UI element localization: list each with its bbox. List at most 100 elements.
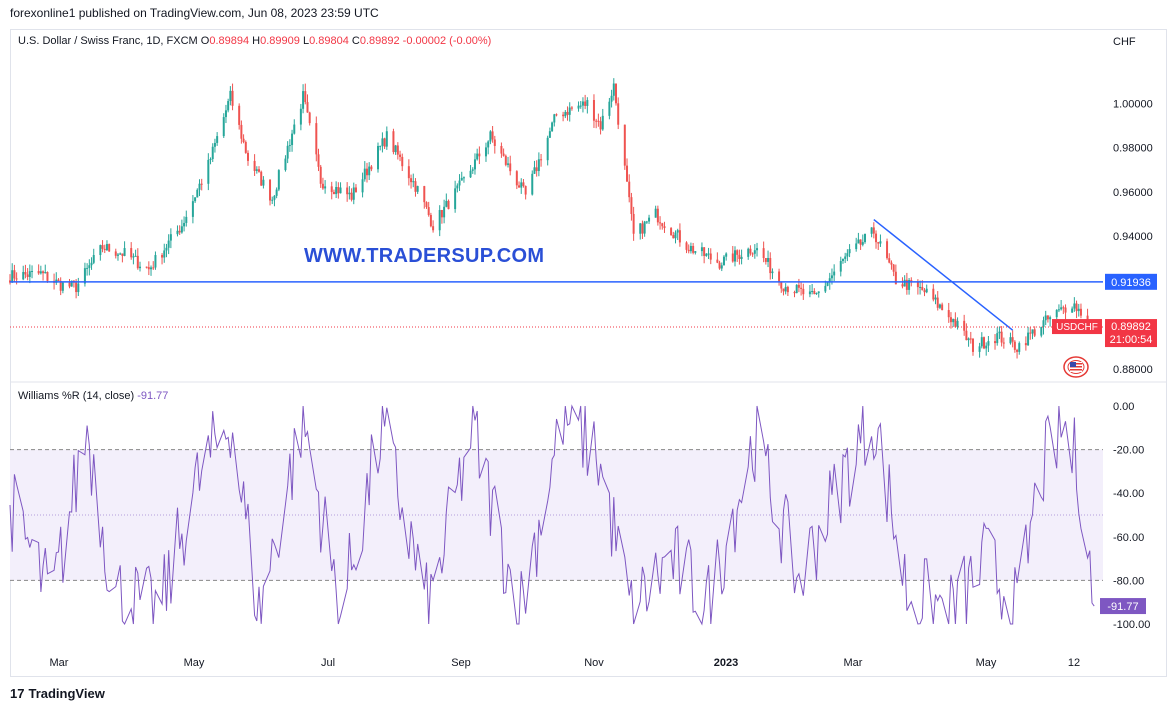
candle-body	[908, 279, 911, 290]
candle-body	[399, 154, 402, 157]
candle-body	[921, 286, 924, 291]
candle-body	[286, 145, 289, 159]
candle-body	[839, 261, 842, 272]
symbol-legend: U.S. Dollar / Swiss Franc, 1D, FXCM O0.8…	[18, 35, 491, 47]
candle-body	[963, 320, 966, 331]
candle-body	[244, 142, 247, 153]
candle-body	[487, 141, 490, 148]
candle-body	[740, 256, 743, 259]
candle-body	[537, 159, 540, 172]
candle-body	[337, 186, 340, 194]
candle-body	[489, 131, 492, 142]
candle-body	[211, 146, 214, 160]
candle-body	[601, 115, 604, 130]
candle-body	[978, 346, 981, 352]
time-tick: 12	[1068, 657, 1080, 669]
candle-body	[258, 169, 261, 172]
price-tick: 1.00000	[1113, 98, 1153, 110]
candle-body	[330, 186, 333, 192]
candle-body	[145, 266, 148, 268]
candle-body	[11, 270, 14, 283]
candle-body	[473, 159, 476, 170]
candle-body	[194, 197, 197, 202]
candle-body	[183, 222, 186, 227]
tradingview-brand[interactable]: 17 TradingView	[10, 686, 105, 701]
candle-body	[639, 223, 642, 234]
candle-body	[535, 167, 538, 172]
candle-body	[130, 248, 133, 258]
indicator-value-bg	[1100, 598, 1146, 615]
candle-body	[304, 91, 307, 103]
candle-body	[864, 233, 867, 243]
brand-name: TradingView	[28, 686, 105, 701]
candle-body	[273, 195, 276, 200]
countdown-label: 21:00:54	[1110, 334, 1153, 346]
candle-body	[570, 107, 573, 109]
candle-body	[870, 227, 873, 234]
candle-body	[414, 181, 417, 192]
candle-body	[57, 279, 60, 281]
candle-body	[253, 160, 256, 171]
candle-body	[846, 253, 849, 257]
candle-body	[13, 270, 16, 279]
symbol-title: U.S. Dollar / Swiss Franc, 1D, FXCM	[18, 35, 198, 47]
candle-body	[844, 256, 847, 259]
candle-body	[641, 223, 644, 234]
watermark-text: WWW.TRADERSUP.COM	[304, 245, 545, 267]
candle-body	[1071, 308, 1074, 313]
candle-body	[86, 267, 89, 269]
candle-body	[811, 291, 814, 293]
candle-body	[222, 117, 225, 137]
candle-body	[1013, 341, 1016, 350]
candle-body	[1000, 331, 1003, 343]
candle-body	[597, 120, 600, 122]
candle-body	[229, 90, 232, 102]
candle-body	[61, 282, 64, 291]
candle-body	[581, 101, 584, 106]
candle-body	[661, 223, 664, 227]
candle-body	[478, 153, 481, 157]
candle-body	[815, 293, 818, 295]
candle-body	[299, 108, 302, 125]
candle-body	[855, 243, 858, 250]
candle-body	[994, 341, 997, 344]
candle-body	[381, 138, 384, 146]
candle-body	[132, 256, 135, 258]
candle-body	[932, 288, 935, 300]
indicator-tick: -40.00	[1113, 488, 1144, 500]
candle-body	[370, 166, 373, 170]
candle-body	[447, 200, 450, 210]
candle-body	[817, 291, 820, 294]
candle-body	[753, 250, 756, 254]
candle-body	[209, 159, 212, 161]
candle-body	[176, 230, 179, 235]
candle-body	[949, 317, 952, 323]
time-tick: 2023	[714, 657, 738, 669]
candle-body	[841, 258, 844, 262]
hline-label-bg	[1105, 273, 1157, 290]
us-flag-icon[interactable]	[1063, 356, 1089, 378]
candle-body	[308, 112, 311, 124]
candle-body	[1046, 315, 1049, 320]
candle-body	[797, 284, 800, 288]
candle-body	[630, 197, 633, 214]
candle-body	[987, 341, 990, 346]
candle-body	[720, 265, 723, 269]
candle-body	[786, 286, 789, 293]
candle-body	[996, 333, 999, 344]
indicator-tick: -80.00	[1113, 575, 1144, 587]
candle-body	[502, 153, 505, 156]
candle-body	[288, 145, 291, 147]
candle-body	[31, 271, 34, 273]
candle-body	[368, 166, 371, 176]
candle-body	[116, 254, 119, 256]
candle-body	[956, 320, 959, 327]
candle-body	[592, 100, 595, 121]
candle-body	[271, 199, 274, 201]
candle-body	[751, 253, 754, 255]
candle-body	[663, 226, 666, 229]
candle-body	[833, 271, 836, 276]
indicator-value: -91.77	[137, 390, 169, 402]
candle-body	[1060, 307, 1063, 310]
